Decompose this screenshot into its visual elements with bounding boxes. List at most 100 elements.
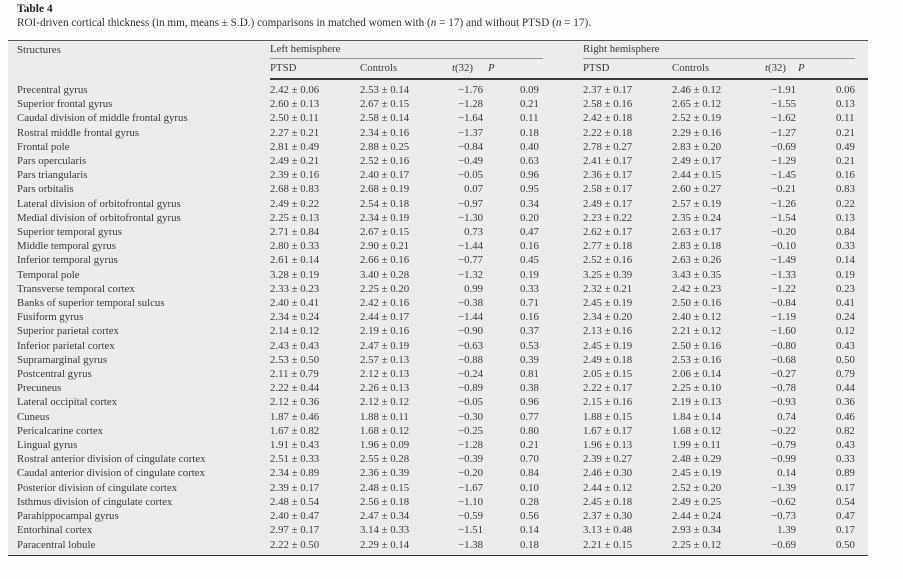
left-controls-cell: 3.14 ± 0.33 [360, 524, 410, 537]
right-ptsd-cell: 2.22 ± 0.18 [583, 126, 633, 139]
left-ptsd-cell: 2.39 ± 0.17 [270, 481, 320, 494]
right-controls-cell: 2.49 ± 0.25 [672, 495, 722, 508]
right-controls-cell: 1.68 ± 0.12 [672, 424, 722, 437]
left-p-cell: 0.16 [520, 240, 539, 253]
left-p-cell: 0.40 [520, 140, 539, 153]
caption-n-italic-1: n [430, 17, 437, 29]
right-t-cell: 0.14 [777, 467, 797, 480]
right-t-cell: −1.54 [771, 211, 797, 224]
right-ptsd-cell: 2.21 ± 0.15 [583, 537, 673, 556]
left-p-cell: 0.34 [520, 197, 539, 210]
table-body: Precentral gyrus 2.42 ± 0.06 2.53 ± 0.14 −1… [8, 79, 869, 556]
caption-text-3: = 17). [561, 17, 592, 29]
structure-cell: Isthmus division of cingulate cortex [17, 495, 173, 508]
table-row: Posterior division of cingulate cortex 2.… [8, 481, 868, 495]
left-p-cell: 0.47 [520, 226, 539, 239]
right-controls-cell: 2.46 ± 0.12 [672, 84, 722, 96]
left-controls-cell: 2.47 ± 0.19 [360, 339, 410, 352]
right-ptsd-cell: 2.46 ± 0.30 [583, 467, 633, 480]
right-t-cell: 0.74 [777, 410, 797, 423]
column-group-left-hemisphere: Left hemisphere [270, 41, 583, 59]
right-t-cell: −1.49 [771, 254, 797, 267]
left-ptsd-cell: 2.27 ± 0.21 [270, 126, 320, 139]
column-header-left-controls: Controls [360, 59, 452, 80]
left-p-cell: 0.21 [520, 98, 539, 111]
right-p-cell: 0.83 [836, 183, 855, 196]
t-df: (32) [455, 62, 473, 74]
left-controls-cell: 2.19 ± 0.16 [360, 325, 410, 338]
table-row: Caudal anterior division of cingulate co… [8, 466, 868, 480]
left-t-cell: −1.28 [458, 98, 483, 111]
right-t-cell: −1.91 [771, 84, 797, 96]
left-controls-cell: 2.44 ± 0.17 [360, 311, 410, 324]
table-row: Lingual gyrus 1.91 ± 0.43 1.96 ± 0.09 −1.28… [8, 438, 868, 452]
right-p-cell: 0.49 [836, 140, 855, 153]
right-ptsd-cell: 2.58 ± 0.17 [583, 183, 633, 196]
right-p-cell: 0.22 [836, 197, 855, 210]
table-label: Table 4 [17, 3, 53, 15]
structure-cell: Supramarginal gyrus [17, 353, 108, 366]
right-ptsd-cell: 2.22 ± 0.17 [583, 382, 633, 395]
right-controls-cell: 2.53 ± 0.16 [672, 353, 722, 366]
left-t-cell: −1.67 [458, 481, 483, 494]
right-p-cell: 0.17 [836, 481, 855, 494]
right-controls-cell: 2.42 ± 0.23 [672, 282, 722, 295]
column-header-right-controls: Controls [672, 59, 766, 80]
left-p-cell: 0.96 [520, 396, 539, 409]
table-row: Caudal division of middle frontal gyrus 2… [8, 111, 868, 125]
left-controls-cell: 2.12 ± 0.13 [360, 368, 410, 381]
left-t-cell: −0.05 [458, 169, 483, 182]
right-ptsd-cell: 2.45 ± 0.19 [583, 297, 633, 310]
structure-cell: Superior parietal cortex [17, 325, 119, 338]
left-p-cell: 0.80 [520, 424, 539, 437]
table-row: Cuneus 1.87 ± 0.46 1.88 ± 0.11 −0.30 0.77 1.8… [8, 410, 868, 424]
structure-cell: Inferior temporal gyrus [17, 254, 118, 267]
left-t-cell: −0.25 [458, 424, 483, 437]
left-ptsd-cell: 2.48 ± 0.54 [270, 495, 320, 508]
right-ptsd-cell: 2.41 ± 0.17 [583, 155, 633, 168]
p-symbol: P [798, 62, 805, 74]
left-controls-cell: 2.47 ± 0.34 [360, 510, 410, 523]
right-ptsd-cell: 2.52 ± 0.16 [583, 254, 633, 267]
right-ptsd-cell: 2.49 ± 0.17 [583, 197, 633, 210]
right-p-cell: 0.23 [836, 282, 855, 295]
column-header-structures: Structures [17, 44, 61, 56]
right-p-cell: 0.84 [836, 226, 855, 239]
left-ptsd-cell: 2.53 ± 0.50 [270, 353, 320, 366]
left-t-cell: −1.28 [458, 439, 483, 452]
right-hemisphere-label: Right hemisphere [583, 41, 856, 59]
structure-cell: Precentral gyrus [17, 83, 88, 96]
table-row: Precuneus 2.22 ± 0.44 2.26 ± 0.13 −0.89 0.38… [8, 381, 868, 395]
left-t-cell: 0.07 [464, 183, 483, 196]
left-controls-cell: 2.54 ± 0.18 [360, 197, 410, 210]
table-row: Fusiform gyrus 2.34 ± 0.24 2.44 ± 0.17 −1.4… [8, 310, 868, 324]
right-p-cell: 0.21 [836, 126, 855, 139]
left-controls-cell: 2.67 ± 0.15 [360, 226, 410, 239]
t-df: (32) [768, 62, 787, 74]
left-t-cell: 0.73 [464, 226, 483, 239]
caption-text-1: ROI-driven cortical thickness (in mm, me… [17, 17, 431, 29]
right-ptsd-cell: 2.36 ± 0.17 [583, 169, 633, 182]
left-controls-cell: 1.68 ± 0.12 [360, 424, 410, 437]
right-p-cell: 0.79 [836, 368, 855, 381]
right-p-cell: 0.19 [836, 268, 855, 281]
right-t-cell: 1.39 [777, 524, 797, 537]
left-controls-cell: 2.25 ± 0.20 [360, 282, 410, 295]
t-symbol: t [765, 62, 769, 74]
right-t-cell: −0.20 [771, 226, 797, 239]
left-ptsd-cell: 2.61 ± 0.14 [270, 254, 320, 267]
table-row: Medial division of orbitofrontal gyrus 2.… [8, 211, 868, 225]
left-t-cell: −0.30 [458, 410, 483, 423]
left-t-cell: −0.88 [458, 353, 483, 366]
right-controls-cell: 2.40 ± 0.12 [672, 311, 722, 324]
structure-cell: Precuneus [17, 382, 62, 395]
left-controls-cell: 2.53 ± 0.14 [360, 84, 410, 96]
left-ptsd-cell: 2.80 ± 0.33 [270, 240, 320, 253]
left-t-cell: −1.44 [458, 311, 483, 324]
structure-cell: Transverse temporal cortex [17, 282, 135, 295]
table-row: Banks of superior temporal sulcus 2.40 ± … [8, 296, 868, 310]
right-p-cell: 0.41 [836, 297, 855, 310]
right-p-cell: 0.17 [836, 524, 855, 537]
right-p-cell: 0.12 [836, 325, 855, 338]
